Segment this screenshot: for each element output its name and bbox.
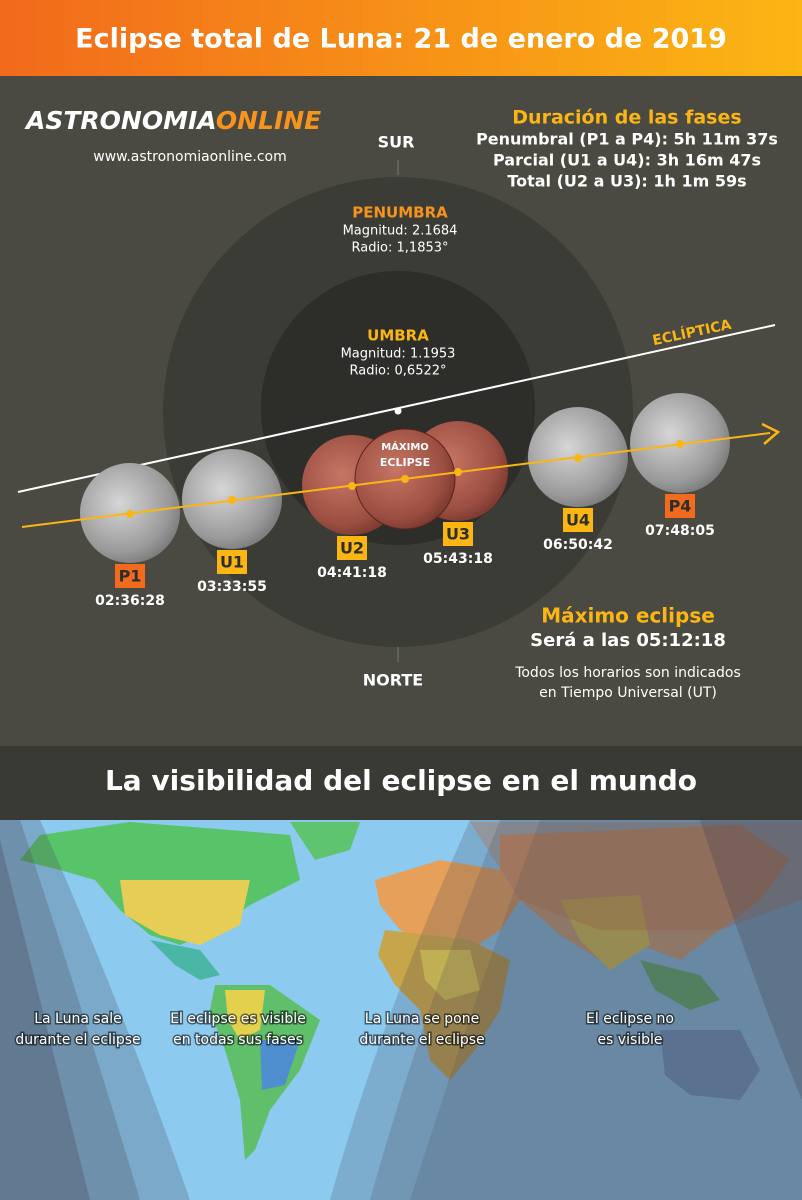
shade-band [0, 820, 140, 1200]
phase-badge [217, 550, 247, 574]
phase-time: 05:43:18 [423, 551, 493, 567]
moon-rise-band [470, 822, 802, 930]
phase-label: P1 [119, 567, 142, 586]
phase-badge [665, 494, 695, 518]
south-label: SUR [378, 133, 415, 152]
maximum-marker: ECLIPSE [380, 456, 430, 469]
moon-dot [126, 510, 134, 518]
phase-time: 06:50:42 [543, 537, 613, 553]
land [120, 880, 250, 945]
phase-time: 07:48:05 [645, 523, 715, 539]
duration-line: Parcial (U1 a U4): 3h 16m 47s [493, 151, 761, 170]
phase-label: U1 [220, 553, 244, 572]
shade-band [330, 820, 802, 1200]
moon-dot [454, 468, 462, 476]
phase-time: 04:41:18 [317, 565, 387, 581]
land [560, 895, 650, 970]
phase-badge [115, 564, 145, 588]
phase-badge [337, 536, 367, 560]
note-line: en Tiempo Universal (UT) [539, 685, 717, 701]
region-label: El eclipse no [586, 1011, 674, 1027]
region-label: La Luna sale [34, 1011, 122, 1027]
visibility-title: La visibilidad del eclipse en el mundo [105, 764, 697, 797]
shade-band [370, 820, 802, 1200]
moon-dot [348, 482, 356, 490]
land [500, 825, 790, 960]
moon-path [21, 432, 771, 528]
durations-list: Penumbral (P1 a P4): 5h 11m 37s Parcial (… [476, 130, 778, 191]
land [660, 1030, 760, 1100]
land [375, 860, 520, 950]
maximum-marker: MÁXIMO [381, 440, 429, 453]
header-bar [0, 0, 802, 76]
phase-badge [563, 508, 593, 532]
land [640, 960, 720, 1010]
duration-line: Total (U2 a U3): 1h 1m 59s [507, 172, 746, 191]
moon-dot [676, 440, 684, 448]
world-map [0, 820, 802, 1200]
phase-label: U2 [340, 539, 364, 558]
durations-title: Duración de las fases [512, 107, 741, 129]
note-line: Todos los horarios son indicados [514, 665, 741, 681]
logo: ASTRONOMIAONLINE [24, 106, 321, 135]
phase-time: 02:36:28 [95, 593, 165, 609]
maximum-title: Máximo eclipse [541, 604, 715, 628]
phase-badge [443, 522, 473, 546]
penumbra-radius: Radio: 1,1853° [351, 241, 448, 256]
land [378, 930, 510, 1080]
phase-time: 03:33:55 [197, 579, 267, 595]
penumbra-label: PENUMBRA [352, 204, 448, 222]
maximum-time: Será a las 05:12:18 [530, 630, 726, 651]
umbra-label: UMBRA [367, 327, 429, 345]
moon-dot [228, 496, 236, 504]
umbra-radius: Radio: 0,6522° [349, 364, 446, 379]
umbra-magnitude: Magnitud: 1.1953 [341, 347, 456, 362]
shade-band [700, 820, 802, 1100]
moon-dot [401, 475, 409, 483]
visibility-band [0, 746, 802, 820]
header-title: Eclipse total de Luna: 21 de enero de 20… [75, 24, 727, 55]
moons [80, 393, 730, 563]
region-label: La Luna se pone [365, 1011, 479, 1027]
phase-label: U4 [566, 511, 590, 530]
shade-band [0, 840, 90, 1200]
phase-label: U3 [446, 525, 470, 544]
region-label: El eclipse es visible [170, 1011, 306, 1027]
region-label: durante el eclipse [359, 1032, 484, 1048]
shade-band [410, 820, 802, 1200]
moon-path-arrow [761, 422, 781, 445]
moon-dots [126, 440, 684, 518]
land [420, 950, 480, 1000]
phase-labels: P1 02:36:28 U1 03:33:55 U2 04:41:18 U3 05:43:18… [95, 494, 715, 609]
land [290, 822, 360, 860]
north-label: NORTE [363, 671, 423, 690]
logo-start: ASTRONOMIA [24, 106, 216, 135]
land [260, 1040, 300, 1090]
logo-end: ONLINE [216, 106, 321, 135]
phase-label: P4 [669, 497, 692, 516]
region-label: es visible [597, 1032, 662, 1048]
visibility-regions: La Luna sale durante el eclipse El eclipse… [14, 1010, 676, 1050]
duration-line: Penumbral (P1 a P4): 5h 11m 37s [476, 130, 778, 149]
land [225, 990, 265, 1040]
website: www.astronomiaonline.com [93, 149, 287, 165]
land [150, 940, 220, 980]
moon-dot [574, 454, 582, 462]
shade-band [0, 820, 190, 1200]
ecliptic-center [394, 407, 402, 415]
region-label: en todas sus fases [173, 1032, 303, 1048]
penumbra-magnitude: Magnitud: 2.1684 [343, 224, 458, 239]
region-label: durante el eclipse [15, 1032, 140, 1048]
